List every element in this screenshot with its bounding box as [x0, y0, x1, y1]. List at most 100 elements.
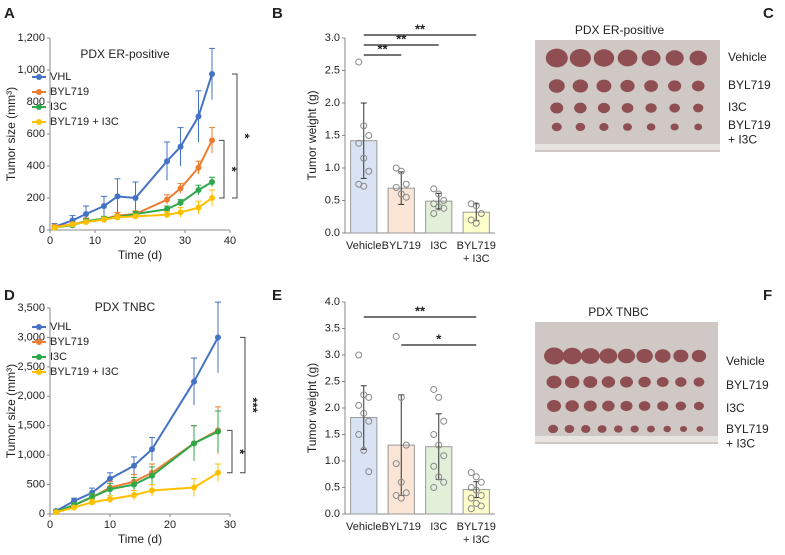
legend-label: BYL719 + I3C: [50, 366, 119, 378]
chart-title: PDX ER-positive: [80, 47, 170, 61]
tumor: [565, 400, 579, 412]
tumor: [646, 123, 656, 131]
photo-title: PDX TNBC: [588, 305, 649, 319]
data-point: [355, 401, 363, 409]
data-point: [131, 481, 137, 488]
data-point: [69, 221, 76, 228]
data-point: [402, 489, 410, 497]
tumor: [562, 347, 582, 365]
data-point: [164, 211, 170, 218]
y-tick-label: 3,500: [17, 302, 45, 314]
data-point: [477, 502, 485, 510]
legend-marker: [36, 369, 42, 375]
tumor: [597, 425, 607, 433]
data-point: [215, 428, 221, 435]
y-axis-title: Tumor size (mm³): [4, 87, 18, 181]
data-point: [472, 219, 480, 227]
legend-marker: [36, 74, 42, 80]
y-tick-label: 1,000: [17, 449, 45, 461]
data-point: [149, 487, 155, 494]
data-point: [365, 393, 373, 401]
data-point: [430, 431, 438, 438]
data-point: [209, 195, 215, 201]
tumor: [670, 123, 679, 131]
data-point: [392, 460, 400, 468]
tumor: [691, 80, 705, 92]
data-point: [472, 202, 480, 210]
legend-marker: [36, 104, 42, 110]
data-point: [440, 417, 448, 425]
y-tick-label: 0.5: [325, 481, 340, 493]
data-point: [392, 332, 400, 340]
data-point: [89, 499, 95, 506]
data-point: [472, 473, 480, 481]
tumor: [621, 103, 634, 113]
data-point: [430, 200, 438, 208]
tumor: [601, 376, 616, 388]
data-point: [53, 509, 59, 516]
x-axis-title: Time (d): [118, 248, 162, 262]
data-point: [360, 182, 368, 190]
tumor: [689, 50, 707, 66]
x-tick-label: 20: [164, 519, 176, 531]
row-label: BYL719 + I3C: [726, 422, 769, 450]
tumor: [617, 348, 636, 364]
y-tick-label: 3.0: [325, 349, 340, 361]
data-point: [360, 122, 368, 130]
data-point: [397, 478, 405, 486]
row-label: Vehicle: [726, 354, 765, 368]
tumor: [673, 349, 689, 363]
panel-letter: B: [272, 5, 283, 22]
data-point: [402, 180, 410, 188]
series-line: [54, 197, 213, 229]
data-point: [191, 378, 197, 385]
data-point: [89, 493, 95, 500]
tumor: [548, 79, 565, 93]
y-tick-label: 0.5: [325, 194, 340, 206]
tumor: [602, 400, 615, 412]
data-point: [440, 452, 448, 460]
x-tick-label: BYL719 + I3C: [457, 521, 496, 546]
x-tick-label: BYL719 + I3C: [457, 240, 496, 265]
legend-label: I3C: [50, 101, 67, 113]
tumor: [657, 401, 669, 411]
legend-marker: [36, 339, 42, 345]
data-point: [107, 475, 113, 482]
tumor: [665, 50, 684, 66]
y-tick-label: 1.0: [325, 455, 340, 467]
tumor: [693, 401, 704, 411]
tumor: [623, 123, 632, 131]
data-point: [430, 385, 438, 393]
y-tick-label: 1.0: [325, 162, 340, 174]
tumor: [641, 49, 661, 67]
x-tick-label: 10: [104, 519, 116, 531]
data-point: [355, 431, 363, 438]
legend-label: BYL719 + I3C: [50, 116, 119, 128]
row-label: BYL719: [726, 378, 769, 392]
row-label: I3C: [726, 401, 745, 415]
data-point: [360, 154, 368, 162]
tumor: [593, 49, 615, 67]
tumor: [694, 123, 703, 131]
legend-label: BYL719: [50, 336, 89, 348]
panel-letter: F: [763, 287, 772, 304]
series-line: [54, 181, 213, 229]
tumor: [599, 123, 609, 131]
tumor: [663, 425, 672, 433]
legend-marker: [36, 324, 42, 330]
panel-letter: A: [4, 5, 15, 22]
data-point: [195, 113, 202, 120]
y-tick-label: 0.0: [325, 508, 340, 520]
significance-label: **: [415, 21, 426, 36]
data-point: [392, 184, 400, 191]
row-label: BYL719 + I3C: [728, 118, 771, 146]
tumor: [547, 400, 562, 412]
tumor: [564, 424, 575, 434]
legend-label: BYL719: [50, 86, 89, 98]
significance-label: *: [436, 331, 442, 346]
y-axis-title: Tumor weight (g): [305, 363, 319, 453]
data-point: [472, 486, 480, 494]
tumor: [630, 425, 639, 433]
data-point: [430, 210, 438, 217]
